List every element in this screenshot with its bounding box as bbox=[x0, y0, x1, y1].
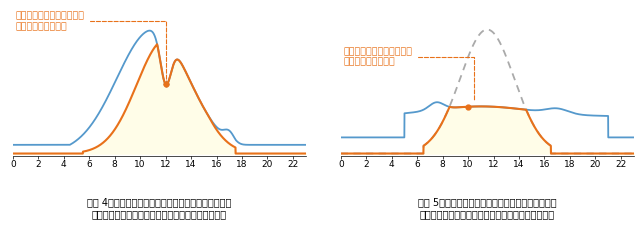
Text: 【図 5】工場休日における出力制御システム付きの
自家消費システムの１日の電力の推移（イメージ）: 【図 5】工場休日における出力制御システム付きの 自家消費システムの１日の電力の… bbox=[418, 198, 557, 219]
Text: 消費電力を超えないように
発電電力を追従制御: 消費電力を超えないように 発電電力を追従制御 bbox=[344, 47, 474, 102]
Text: 【図 4】工場稼働日における出力制御システム付きの
自家消費システムの１日の電力の推移（イメージ）: 【図 4】工場稼働日における出力制御システム付きの 自家消費システムの１日の電力… bbox=[87, 198, 232, 219]
Text: 消費電力を超えないように
発電電力を追従制御: 消費電力を超えないように 発電電力を追従制御 bbox=[16, 12, 166, 81]
